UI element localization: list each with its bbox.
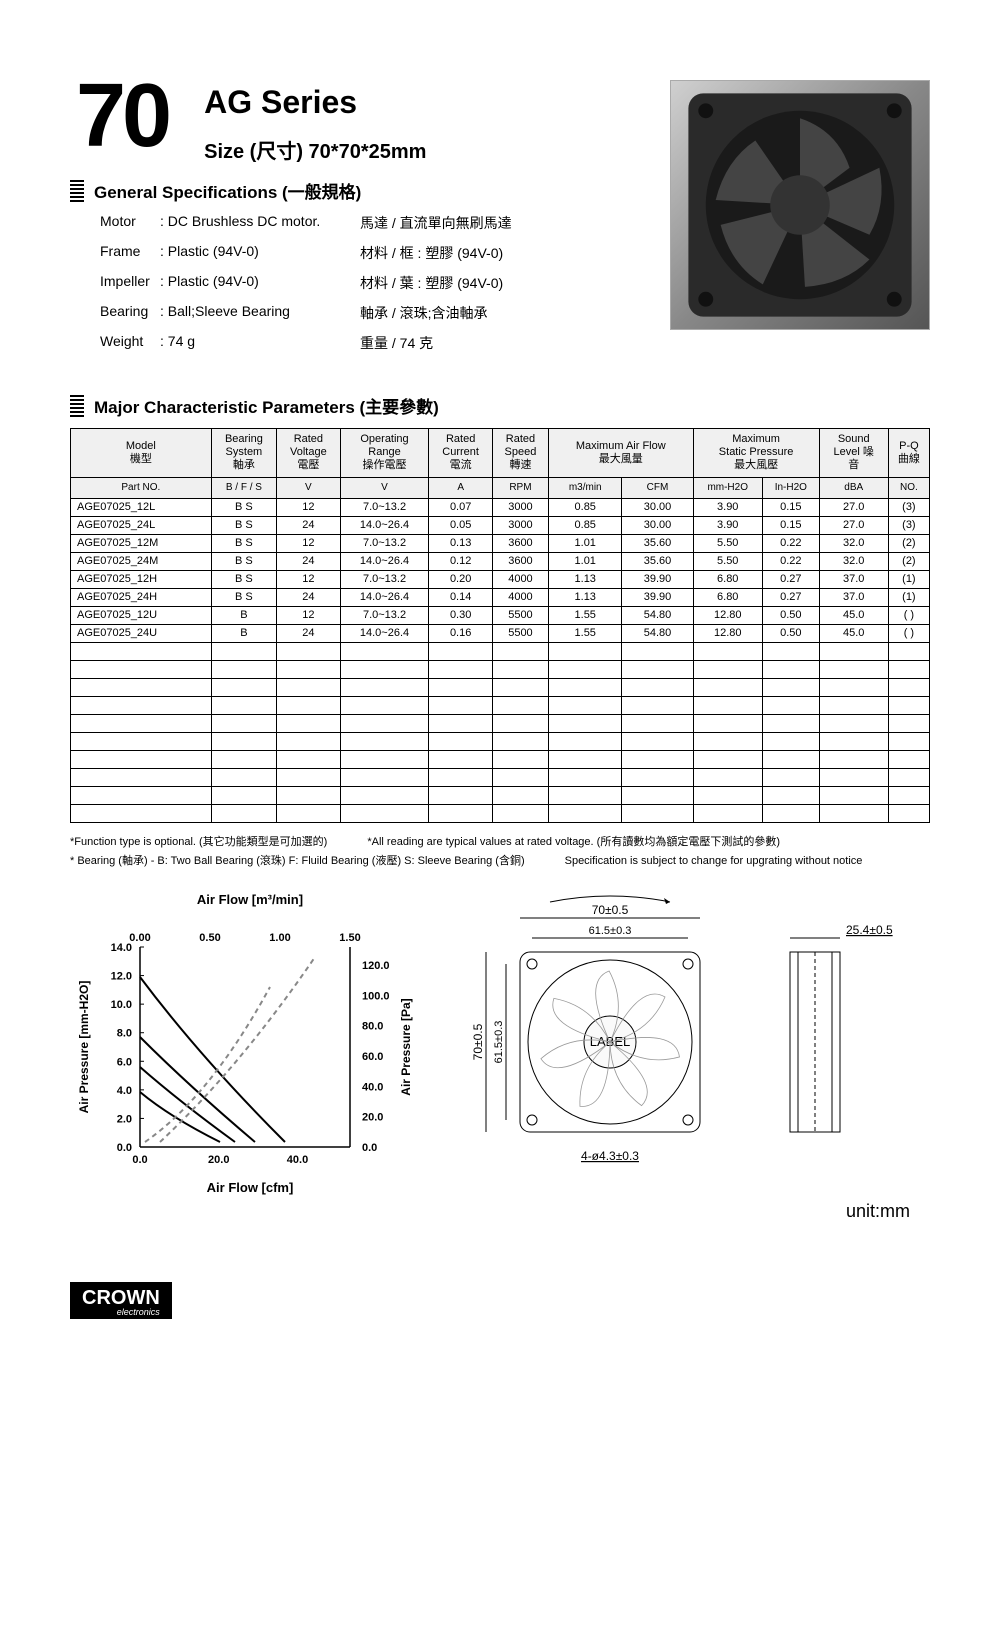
svg-text:12.0: 12.0 (111, 971, 132, 983)
svg-text:10.0: 10.0 (111, 999, 132, 1011)
svg-text:80.0: 80.0 (362, 1021, 383, 1033)
svg-text:8.0: 8.0 (117, 1028, 132, 1040)
svg-text:40.0: 40.0 (287, 1154, 308, 1166)
svg-text:0.0: 0.0 (362, 1142, 377, 1154)
footnotes: *Function type is optional. (其它功能類型是可加選的… (70, 833, 930, 873)
table-row (71, 678, 930, 696)
svg-text:60.0: 60.0 (362, 1051, 383, 1063)
svg-text:100.0: 100.0 (362, 990, 390, 1002)
bar-icon (70, 395, 84, 417)
spec-row: Impeller: Plastic (94V-0)材料 / 葉 : 塑膠 (94… (100, 273, 650, 293)
svg-text:0.0: 0.0 (132, 1154, 147, 1166)
table-row: AGE07025_24MB S2414.0~26.40.1236001.0135… (71, 552, 930, 570)
svg-text:0.50: 0.50 (199, 932, 220, 944)
svg-text:70±0.5: 70±0.5 (592, 903, 629, 917)
table-row (71, 732, 930, 750)
svg-text:70±0.5: 70±0.5 (471, 1024, 485, 1061)
table-row: AGE07025_12MB S127.0~13.20.1336001.0135.… (71, 534, 930, 552)
svg-text:0.0: 0.0 (117, 1142, 132, 1154)
svg-text:6.0: 6.0 (117, 1056, 132, 1068)
header: 70 AG Series Size (尺寸) 70*70*25mm (70, 80, 650, 164)
params-table: Model機型BearingSystem軸承RatedVoltage電壓Oper… (70, 428, 930, 823)
section-general: General Specifications (一般規格) (70, 178, 650, 203)
product-image (670, 80, 930, 330)
table-row: AGE07025_12HB S127.0~13.20.2040001.1339.… (71, 570, 930, 588)
svg-text:120.0: 120.0 (362, 960, 390, 972)
table-row (71, 804, 930, 822)
svg-text:20.0: 20.0 (208, 1154, 229, 1166)
table-row: AGE07025_12LB S127.0~13.20.0730000.8530.… (71, 498, 930, 516)
table-row (71, 660, 930, 678)
table-row (71, 642, 930, 660)
table-row (71, 696, 930, 714)
svg-text:Air Pressure [Pa]: Air Pressure [Pa] (399, 998, 413, 1095)
svg-text:Air Pressure [mm-H2O]: Air Pressure [mm-H2O] (77, 981, 91, 1114)
svg-text:14.0: 14.0 (111, 942, 132, 954)
spec-row: Weight: 74 g重量 / 74 克 (100, 333, 650, 353)
table-row: AGE07025_12UB127.0~13.20.3055001.5554.80… (71, 606, 930, 624)
model-number: 70 (70, 80, 174, 152)
dimension-diagram: LABEL70±0.561.5±0.370±0.561.5±0.34-ø4.3±… (460, 892, 930, 1222)
section-params: Major Characteristic Parameters (主要參數) (70, 393, 930, 418)
series-title: AG Series (204, 84, 650, 121)
table-row: AGE07025_24LB S2414.0~26.40.0530000.8530… (71, 516, 930, 534)
table-row: AGE07025_24HB S2414.0~26.40.1440001.1339… (71, 588, 930, 606)
svg-text:4.0: 4.0 (117, 1085, 132, 1097)
table-row (71, 750, 930, 768)
svg-text:4-ø4.3±0.3: 4-ø4.3±0.3 (581, 1149, 639, 1163)
table-row (71, 714, 930, 732)
bar-icon (70, 180, 84, 202)
spec-row: Motor: DC Brushless DC motor.馬達 / 直流單向無刷… (100, 213, 650, 233)
spec-row: Bearing: Ball;Sleeve Bearing軸承 / 滾珠;含油軸承 (100, 303, 650, 323)
svg-text:20.0: 20.0 (362, 1112, 383, 1124)
pq-chart: Air Flow [m³/min] 0.000.501.001.5014.012… (70, 892, 430, 1195)
svg-text:1.00: 1.00 (269, 932, 290, 944)
table-row: AGE07025_24UB2414.0~26.40.1655001.5554.8… (71, 624, 930, 642)
svg-text:1.50: 1.50 (339, 932, 360, 944)
svg-text:40.0: 40.0 (362, 1081, 383, 1093)
brand-logo: CROWN electronics (70, 1282, 172, 1319)
size-line: Size (尺寸) 70*70*25mm (204, 135, 650, 164)
svg-text:61.5±0.3: 61.5±0.3 (589, 925, 632, 937)
svg-text:25.4±0.5: 25.4±0.5 (846, 923, 893, 937)
svg-text:2.0: 2.0 (117, 1114, 132, 1126)
table-row (71, 768, 930, 786)
table-row (71, 786, 930, 804)
svg-text:61.5±0.3: 61.5±0.3 (493, 1021, 505, 1064)
spec-row: Frame: Plastic (94V-0)材料 / 框 : 塑膠 (94V-0… (100, 243, 650, 263)
svg-text:0.00: 0.00 (129, 932, 150, 944)
specs-list: Motor: DC Brushless DC motor.馬達 / 直流單向無刷… (100, 213, 650, 353)
chart-svg: 0.00 0.50 1.00 1.50 14.0 12.0 10.0 8.0 6.0 4.0 2.0… (70, 907, 430, 1177)
